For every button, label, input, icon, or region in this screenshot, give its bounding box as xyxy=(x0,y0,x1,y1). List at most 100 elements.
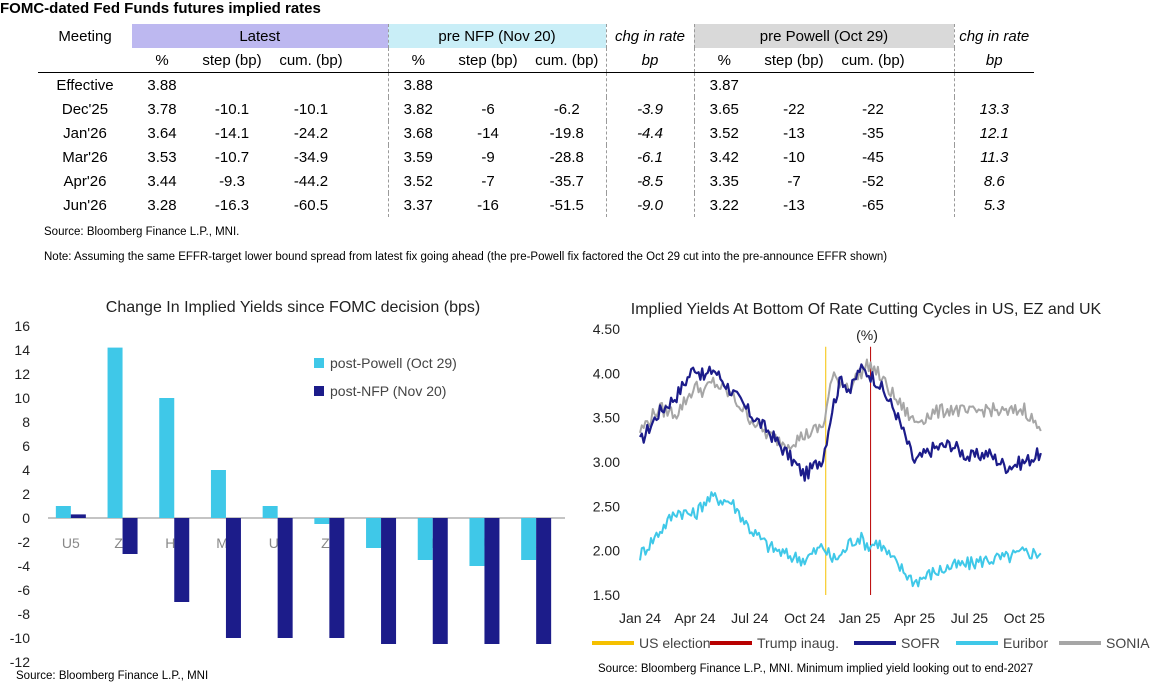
value-cell: -10 xyxy=(783,148,805,166)
value-cell: 8.6 xyxy=(983,172,1005,190)
bar-chart-legend: post-Powell (Oct 29) post-NFP (Nov 20) xyxy=(314,355,457,399)
table-title: FOMC-dated Fed Funds futures implied rat… xyxy=(0,0,321,17)
value-cell: -14 xyxy=(477,124,499,142)
value-cell: -9 xyxy=(481,148,495,166)
value-cell: 3.65 xyxy=(709,100,739,118)
bar-post-nfp-z6 xyxy=(329,518,345,638)
y-tick-label: 10 xyxy=(14,390,30,406)
table-row: Mar'26 3.53 -10.7 -34.9 3.59 -9 -28.8 -6.1 3.42 -… xyxy=(38,145,1034,169)
series-line-euribor xyxy=(639,491,1042,588)
bar-post-nfp-m6 xyxy=(225,518,241,638)
legend-label: post-Powell (Oct 29) xyxy=(330,355,457,371)
y-tick-label: 2 xyxy=(22,486,30,502)
value-cell: -44.2 xyxy=(293,172,329,190)
legend-swatch xyxy=(314,386,324,396)
bar-post-nfp-z5 xyxy=(122,518,138,554)
y-tick-label: 0 xyxy=(22,510,30,526)
y-tick-label: 16 xyxy=(14,318,30,334)
x-tick-label: Oct 24 xyxy=(784,610,825,626)
value-cell: -16 xyxy=(477,196,499,214)
bar-chart-bars xyxy=(55,347,552,644)
bar-chart-source: Source: Bloomberg Finance L.P., MNI xyxy=(16,670,208,682)
y-tick-label: -6 xyxy=(18,582,31,598)
meeting-cell: Jun'26 xyxy=(63,196,107,214)
y-tick-label: 2.50 xyxy=(593,498,620,514)
value-cell: -6 xyxy=(481,100,495,118)
value-cell: -35 xyxy=(862,124,884,142)
value-cell: 3.42 xyxy=(709,148,739,166)
y-tick-label: -12 xyxy=(10,654,30,670)
bar-post-nfp-u6 xyxy=(277,518,293,638)
table-row: Effective 3.88 3.88 3.87 xyxy=(38,72,1034,98)
meeting-cell: Jan'26 xyxy=(63,124,107,142)
value-cell: 3.52 xyxy=(709,124,739,142)
bar-post-powell-u7 xyxy=(469,518,485,566)
sub-header: step (bp) xyxy=(192,48,272,73)
value-cell: -8.5 xyxy=(606,169,695,193)
value-cell: 12.1 xyxy=(979,124,1009,142)
line-chart-title: Implied Yields At Bottom Of Rate Cutting… xyxy=(631,301,1102,318)
value-cell: -4.4 xyxy=(606,121,695,145)
value-cell: -13 xyxy=(783,196,805,214)
value-cell xyxy=(954,73,1034,98)
bar-post-nfp-u5 xyxy=(70,514,86,518)
bar-post-nfp-z7 xyxy=(536,518,552,644)
value-cell xyxy=(192,73,272,98)
legend-label: Euribor xyxy=(1003,635,1048,651)
value-cell: -10.7 xyxy=(214,148,250,166)
y-tick-label: 14 xyxy=(14,342,30,358)
bar-chart: Change In Implied Yields since FOMC deci… xyxy=(10,299,565,682)
y-tick-label: 4.50 xyxy=(593,321,620,337)
value-cell: -24.2 xyxy=(293,124,329,142)
value-cell: 3.52 xyxy=(403,172,433,190)
value-cell xyxy=(528,72,607,97)
sub-header: step (bp) xyxy=(448,48,528,73)
value-cell: -19.8 xyxy=(528,121,607,145)
series-line-sofr xyxy=(639,363,1042,482)
sub-header-row: % step (bp) cum. (bp) % step (bp) cum. (… xyxy=(38,48,1034,73)
table-body: Effective 3.88 3.88 3.87 Dec'25 3.78 -10.1 -10.… xyxy=(38,72,1034,217)
y-tick-label: -10 xyxy=(10,630,30,646)
value-cell xyxy=(754,73,834,98)
line-chart: Implied Yields At Bottom Of Rate Cutting… xyxy=(592,301,1150,675)
sub-header: step (bp) xyxy=(754,48,834,73)
value-cell: -7 xyxy=(481,172,495,190)
value-cell: 3.44 xyxy=(147,172,177,190)
value-cell: -13 xyxy=(783,124,805,142)
legend-label: SOFR xyxy=(901,635,940,651)
bar-post-powell-z6 xyxy=(314,518,330,524)
value-cell: -10.1 xyxy=(293,100,329,118)
line-chart-subtitle: (%) xyxy=(856,327,878,343)
bar-post-powell-h7 xyxy=(366,518,382,548)
y-tick-label: 2.00 xyxy=(593,543,620,559)
legend-label: post-NFP (Nov 20) xyxy=(330,383,446,399)
value-cell: -51.5 xyxy=(528,193,607,217)
value-cell xyxy=(272,73,350,98)
value-cell: 5.3 xyxy=(983,196,1005,214)
value-cell: 3.68 xyxy=(403,124,433,142)
value-cell: 13.3 xyxy=(979,100,1009,118)
value-cell: 3.88 xyxy=(147,76,177,94)
y-tick-label: 12 xyxy=(14,366,30,382)
value-cell: -14.1 xyxy=(214,124,250,142)
value-cell: -52 xyxy=(862,172,884,190)
value-cell: -45 xyxy=(862,148,884,166)
value-cell xyxy=(448,73,528,98)
bar-post-nfp-u7 xyxy=(484,518,500,644)
value-cell: 3.64 xyxy=(147,124,177,142)
table-row: Apr'26 3.44 -9.3 -44.2 3.52 -7 -35.7 -8.5 3.35 -7… xyxy=(38,169,1034,193)
line-chart-series xyxy=(639,346,1042,595)
pre-nfp-header: pre NFP (Nov 20) xyxy=(388,24,607,48)
sub-header: % xyxy=(694,48,754,73)
y-tick-label: 3.00 xyxy=(593,454,620,470)
value-cell: -22 xyxy=(783,100,805,118)
bar-post-powell-m6 xyxy=(210,470,226,518)
sub-header: bp xyxy=(606,48,695,73)
y-tick-label: -8 xyxy=(18,606,31,622)
table-note: Note: Assuming the same EFFR-target lowe… xyxy=(44,251,888,263)
legend-label: Trump inaug. xyxy=(757,635,839,651)
y-tick-label: -4 xyxy=(18,558,31,574)
x-tick-label: Jul 24 xyxy=(731,610,769,626)
value-cell: -22 xyxy=(862,100,884,118)
value-cell: -65 xyxy=(862,196,884,214)
